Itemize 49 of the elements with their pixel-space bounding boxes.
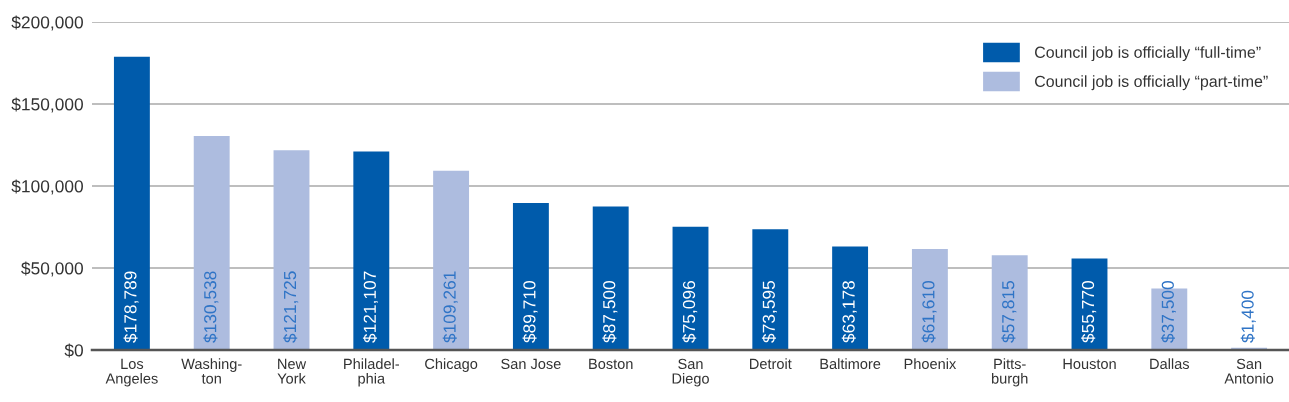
y-tick-label: $50,000 bbox=[21, 261, 83, 277]
x-tick-label: Los Angeles bbox=[105, 358, 158, 387]
data-label: $130,538 bbox=[203, 271, 219, 343]
data-label: $61,610 bbox=[921, 280, 937, 343]
x-tick-label: Chicago bbox=[425, 358, 478, 372]
bar bbox=[672, 226, 709, 350]
y-tick-label: $150,000 bbox=[11, 97, 83, 113]
x-tick-label: San Jose bbox=[501, 358, 561, 370]
bar bbox=[353, 151, 390, 350]
data-label: $55,770 bbox=[1081, 280, 1097, 343]
data-label: $178,789 bbox=[123, 271, 139, 343]
x-tick-label: San Diego bbox=[672, 358, 709, 387]
legend-label: Council job is officially “part-time” bbox=[1035, 75, 1268, 91]
bar bbox=[911, 248, 948, 350]
data-label: $89,710 bbox=[522, 280, 538, 343]
y-tick-label: $100,000 bbox=[11, 179, 83, 195]
bar bbox=[113, 56, 150, 350]
data-label: $37,500 bbox=[1160, 280, 1177, 343]
data-label: $87,500 bbox=[602, 280, 618, 343]
bar bbox=[512, 202, 549, 350]
x-tick-label: New York bbox=[277, 358, 307, 384]
bar bbox=[991, 255, 1028, 350]
x-tick-label: Pitts- burgh bbox=[991, 358, 1028, 387]
data-label: $1,400 bbox=[1240, 290, 1256, 343]
legend-label: Council job is officially “full-time” bbox=[1035, 46, 1261, 62]
x-tick-label: Detroit bbox=[750, 358, 792, 370]
x-tick-label: Phoenix bbox=[904, 358, 957, 370]
bar bbox=[752, 229, 789, 350]
data-label: $63,178 bbox=[841, 281, 857, 343]
data-label: $57,815 bbox=[1001, 281, 1017, 343]
x-tick-label: Washing- ton bbox=[181, 358, 242, 384]
y-tick-label: $200,000 bbox=[11, 15, 83, 31]
data-label: $121,107 bbox=[362, 271, 379, 343]
x-tick-label: Boston bbox=[589, 358, 633, 370]
x-tick-label: San Antonio bbox=[1224, 358, 1274, 384]
x-tick-label: Philadel- phia bbox=[344, 358, 400, 387]
data-label: $121,725 bbox=[283, 271, 299, 343]
bar bbox=[433, 170, 470, 350]
bar bbox=[832, 246, 869, 350]
x-tick-label: Houston bbox=[1063, 358, 1116, 370]
data-label: $109,261 bbox=[442, 271, 458, 343]
x-tick-label: Baltimore bbox=[820, 358, 881, 370]
y-tick-label: $0 bbox=[64, 343, 83, 358]
bar bbox=[592, 206, 629, 350]
data-label: $75,096 bbox=[682, 281, 698, 343]
bar bbox=[273, 150, 310, 350]
data-label: $73,595 bbox=[761, 281, 778, 343]
x-tick-label: Dallas bbox=[1150, 358, 1190, 370]
bar bbox=[193, 135, 230, 350]
